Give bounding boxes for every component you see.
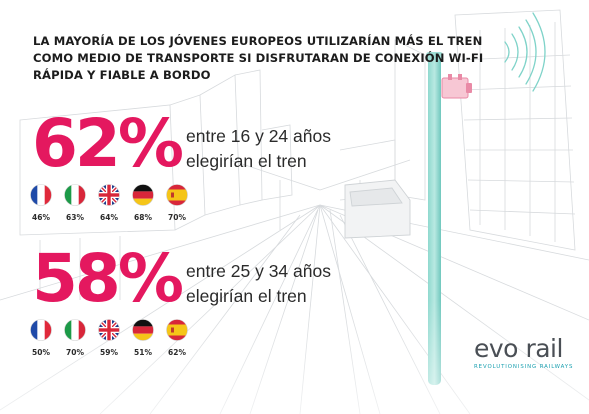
uk-percentage: 64%	[100, 213, 118, 222]
spain-flag-icon	[166, 184, 188, 206]
age-description-16-24: entre 16 y 24 años elegirían el tren	[186, 124, 331, 174]
choice-text: elegirían el tren	[186, 151, 307, 171]
headline-title: LA MAYORÍA DE LOS JÓVENES EUROPEOS UTILI…	[33, 33, 484, 84]
germany-flag-icon	[132, 319, 154, 341]
age-range-text: entre 25 y 34 años	[186, 261, 331, 281]
spain-percentage: 62%	[168, 348, 186, 357]
france-percentage: 50%	[32, 348, 50, 357]
headline-line-1: LA MAYORÍA DE LOS JÓVENES EUROPEOS UTILI…	[33, 34, 483, 48]
choice-text: elegirían el tren	[186, 286, 307, 306]
age-description-25-34: entre 25 y 34 años elegirían el tren	[186, 259, 331, 309]
uk-flag-icon	[98, 319, 120, 341]
italy-flag-icon	[64, 319, 86, 341]
logo-brand-rail: rail	[525, 334, 563, 363]
italy-percentage: 63%	[66, 213, 84, 222]
italy-flag-icon	[64, 184, 86, 206]
logo-tagline: REVOLUTIONISING RAILWAYS	[474, 364, 574, 370]
france-flag-icon	[30, 319, 52, 341]
country-breakdown-16-24: 46% 63% 64% 68% 70%	[30, 184, 200, 224]
headline-line-2: COMO MEDIO DE TRANSPORTE SI DISFRUTARAN …	[33, 51, 484, 65]
spain-percentage: 70%	[168, 213, 186, 222]
spain-flag-icon	[166, 319, 188, 341]
country-breakdown-25-34: 50% 70% 59% 51% 62%	[30, 319, 200, 359]
germany-flag-icon	[132, 184, 154, 206]
uk-percentage: 59%	[100, 348, 118, 357]
logo-wordmark: evo rail	[474, 336, 584, 362]
uk-flag-icon	[98, 184, 120, 206]
italy-percentage: 70%	[66, 348, 84, 357]
logo-brand-evo: evo	[474, 334, 518, 363]
france-percentage: 46%	[32, 213, 50, 222]
germany-percentage: 68%	[134, 213, 152, 222]
big-percentage-25-34: 58%	[32, 240, 184, 317]
france-flag-icon	[30, 184, 52, 206]
headline-line-3: RÁPIDA Y FIABLE A BORDO	[33, 68, 211, 82]
germany-percentage: 51%	[134, 348, 152, 357]
evorail-logo: evo rail REVOLUTIONISING RAILWAYS	[474, 336, 584, 371]
age-range-text: entre 16 y 24 años	[186, 126, 331, 146]
big-percentage-16-24: 62%	[32, 105, 184, 182]
